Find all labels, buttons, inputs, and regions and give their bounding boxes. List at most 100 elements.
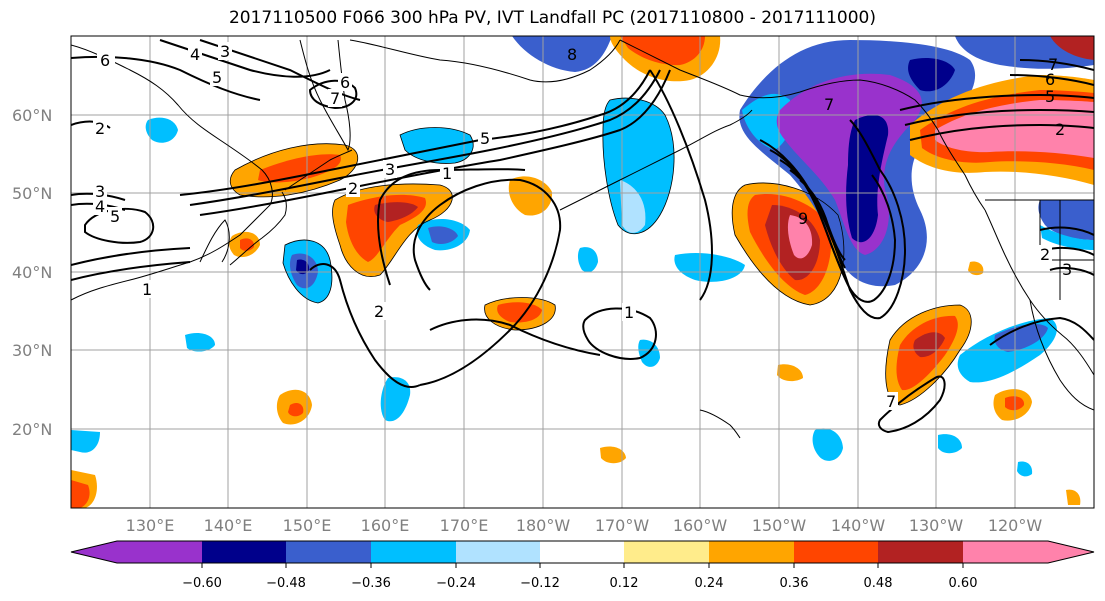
contour-ne-4 <box>1019 59 1094 71</box>
contour-label: 4 <box>190 45 200 64</box>
colorbar-ticks: −0.60 −0.48 −0.36 −0.24 −0.12 0.12 0.24 … <box>182 576 977 591</box>
lon-label: 170°E <box>440 516 489 535</box>
lon-label: 130°E <box>126 516 175 535</box>
shade-left-red <box>71 480 90 508</box>
contour-jet-2 <box>189 69 661 206</box>
contour-ep <box>877 375 946 434</box>
shade-kam-red <box>258 154 341 183</box>
contour-label: 6 <box>1045 70 1055 89</box>
colorbar-segment <box>540 541 624 563</box>
contour-label: 6 <box>100 51 110 70</box>
contour-label: 8 <box>567 45 577 64</box>
coast-aleutians <box>559 109 753 211</box>
lat-label-20: 20°N <box>12 420 52 439</box>
contour-label-layer: 6 4 5 3 2 6 7 5 3 2 3 4 5 1 1 2 1 9 7 8 <box>93 42 1072 411</box>
shade-alaska-navy2 <box>908 58 955 92</box>
lon-label: 160°E <box>361 516 410 535</box>
contour-left-1 <box>71 261 191 281</box>
colorbar-segment <box>624 541 709 563</box>
contour-subtrop <box>429 318 601 356</box>
shade-mid-cyan <box>400 127 474 164</box>
contour-jet-1 <box>179 69 651 196</box>
colorbar-segment <box>878 541 963 563</box>
colorbar-segment <box>371 541 456 563</box>
contour-label: 2 <box>95 119 105 138</box>
contour-label: 3 <box>95 182 105 201</box>
lat-labels: 60°N 50°N 40°N 30°N 20°N <box>12 106 52 439</box>
contour-ep-2 <box>989 316 1094 346</box>
shade-small-cyan <box>145 117 178 143</box>
shade-cp-cyan <box>674 253 745 282</box>
contour-label: 2 <box>1055 120 1065 139</box>
contour-label: 5 <box>110 207 120 226</box>
contour-2-wave <box>309 263 421 388</box>
coast-bc <box>937 129 986 211</box>
contour-kam-loop <box>308 79 358 110</box>
colorbar-tick-label: 0.12 <box>610 576 639 591</box>
shade-japan-red <box>240 238 255 251</box>
contour-4-top <box>159 39 331 78</box>
contour-jet-3 <box>199 69 671 216</box>
contour-left-2 <box>71 247 191 266</box>
shade-bering-red <box>620 36 705 66</box>
coast-alaska <box>619 39 939 131</box>
colorbar-tick-label: 0.36 <box>780 576 809 591</box>
pv-contours <box>71 39 1094 434</box>
lon-label: 120°W <box>988 516 1043 535</box>
shade-cp-cyan4 <box>185 333 215 352</box>
shade-small-orange <box>777 364 803 382</box>
contour-ne-3 <box>909 123 1094 141</box>
colorbar-segments <box>70 540 1095 568</box>
contour-label: 1 <box>624 303 634 322</box>
lon-label: 130°W <box>909 516 964 535</box>
contour-ne-5 <box>1009 74 1094 86</box>
contour-loop-2 <box>377 168 526 286</box>
colorbar-segment <box>71 541 202 563</box>
coast-japan <box>229 191 287 266</box>
colorbar-segment <box>963 541 1094 563</box>
contour-label: 6 <box>340 73 350 92</box>
lon-label: 170°W <box>595 516 650 535</box>
colorbar-outline <box>70 540 1095 564</box>
shade-alaska-navy <box>846 115 889 243</box>
colorbar-tick-label: −0.60 <box>182 576 222 591</box>
lon-labels: 130°E 140°E 150°E 160°E 170°E 180°W 170°… <box>126 516 1043 535</box>
shade-japan-navy <box>296 259 310 275</box>
contour-label: 2 <box>348 179 358 198</box>
shade-cp-cyan2 <box>577 247 598 273</box>
contour-ridge-5 <box>799 179 846 261</box>
lon-label: 160°W <box>673 516 728 535</box>
coast-korea <box>199 219 230 263</box>
lat-label-40: 40°N <box>12 263 52 282</box>
contour-big-loop <box>412 178 562 386</box>
contour-label: 3 <box>385 160 395 179</box>
shade-small-cyan6 <box>1017 461 1033 477</box>
contour-label: 7 <box>824 95 834 114</box>
colorbar-tick-label: −0.48 <box>266 576 306 591</box>
coast-siberia <box>349 39 621 83</box>
shade-dateline-orange <box>508 176 553 216</box>
lon-label: 150°E <box>283 516 332 535</box>
contour-label: 5 <box>480 129 490 148</box>
contour-trough <box>649 69 713 301</box>
shade-coast-cyan <box>1040 225 1094 250</box>
shade-small-orange4 <box>1066 489 1081 505</box>
contour-label: 7 <box>330 89 340 108</box>
shade-trop-red <box>288 402 304 417</box>
graticule <box>71 36 1094 508</box>
lon-label: 140°E <box>204 516 253 535</box>
shade-ep-blue <box>994 324 1048 352</box>
colorbar-segment <box>456 541 540 563</box>
plot-title: 2017110500 F066 300 hPa PV, IVT Landfall… <box>228 8 876 28</box>
contour-label: 4 <box>95 197 105 216</box>
lon-label: 140°W <box>831 516 886 535</box>
shade-mid-blue2 <box>428 226 458 244</box>
contour-label: 3 <box>1062 260 1072 279</box>
contour-ne-1 <box>899 93 1094 111</box>
colorbar-tick-label: 0.48 <box>864 576 893 591</box>
shade-trop-cyan <box>380 377 411 422</box>
shade-cp-cyan3 <box>638 339 660 367</box>
colorbar-segment <box>794 541 878 563</box>
contour-left-2top <box>71 120 111 129</box>
